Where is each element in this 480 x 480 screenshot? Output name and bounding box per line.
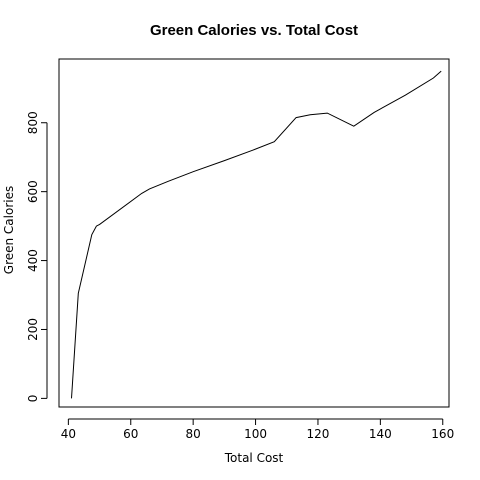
plot-frame	[58, 58, 450, 408]
y-axis-label: Green Calories	[2, 186, 16, 274]
y-tick-label: 600	[26, 180, 40, 203]
y-tick-label: 400	[26, 249, 40, 272]
x-tick-label: 40	[61, 427, 76, 441]
series-line-0	[71, 70, 442, 399]
x-tick-label: 60	[123, 427, 138, 441]
plot-area	[58, 58, 450, 408]
chart-title: Green Calories vs. Total Cost	[150, 22, 358, 39]
x-axis-label: Total Cost	[224, 451, 284, 465]
y-tick-label: 200	[26, 318, 40, 341]
x-tick-label: 160	[431, 427, 454, 441]
x-tick-label: 140	[369, 427, 392, 441]
x-tick-label: 120	[307, 427, 330, 441]
axes: 40 60 80 100 120 140 160 0 200 400 600 800	[26, 111, 454, 441]
x-tick-label: 100	[244, 427, 267, 441]
x-tick-label: 80	[186, 427, 201, 441]
y-tick-label: 0	[26, 395, 40, 403]
y-tick-label: 800	[26, 111, 40, 134]
